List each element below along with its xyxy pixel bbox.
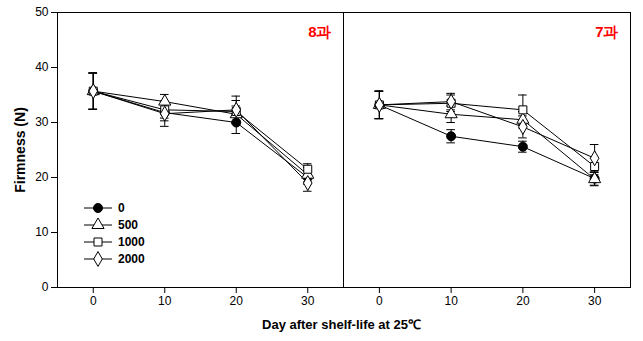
svg-text:30: 30 xyxy=(301,294,315,308)
svg-text:20: 20 xyxy=(35,170,49,184)
html-text:Day after shelf-life at 25℃: Day after shelf-life at 25℃ xyxy=(262,317,421,332)
svg-text:0: 0 xyxy=(90,294,97,308)
svg-text:Firmness (N): Firmness (N) xyxy=(12,107,28,193)
svg-text:20: 20 xyxy=(516,294,530,308)
svg-text:50: 50 xyxy=(35,5,49,19)
svg-text:10: 10 xyxy=(158,294,172,308)
svg-text:0: 0 xyxy=(376,294,383,308)
svg-text:30: 30 xyxy=(35,115,49,129)
svg-text:0: 0 xyxy=(42,280,49,294)
svg-text:40: 40 xyxy=(35,60,49,74)
svg-text:2000: 2000 xyxy=(118,252,145,266)
svg-text:7과: 7과 xyxy=(595,23,618,40)
svg-text:10: 10 xyxy=(35,225,49,239)
svg-text:500: 500 xyxy=(118,218,138,232)
svg-text:10: 10 xyxy=(444,294,458,308)
svg-text:8과: 8과 xyxy=(308,23,331,40)
svg-text:20: 20 xyxy=(230,294,244,308)
svg-text:0: 0 xyxy=(118,201,125,215)
svg-text:30: 30 xyxy=(588,294,602,308)
svg-text:1000: 1000 xyxy=(118,235,145,249)
